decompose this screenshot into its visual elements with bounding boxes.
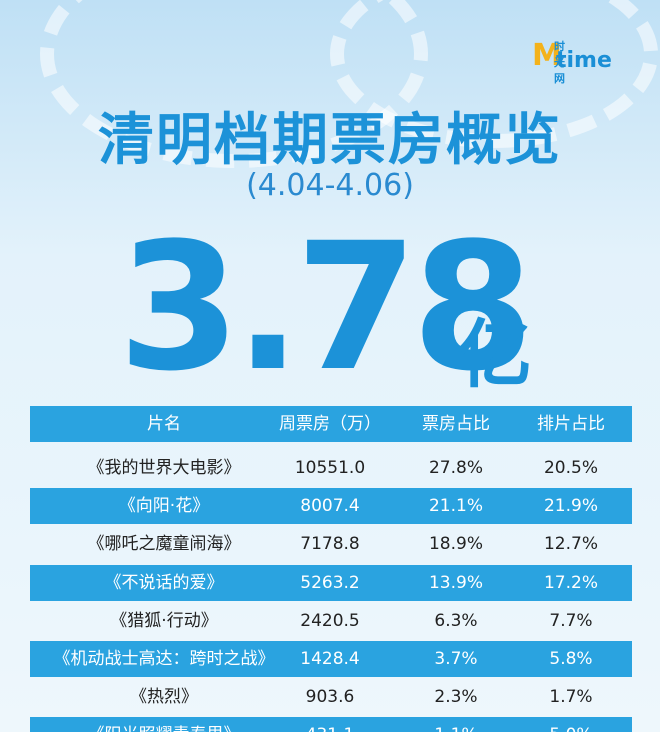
table-row: 《机动战士高达：跨时之战》 1428.4 3.7% 5.8% bbox=[30, 641, 632, 677]
table-cell: 1428.4 bbox=[300, 649, 360, 669]
table-cell: 《机动战士高达：跨时之战》 bbox=[53, 649, 275, 669]
table-cell: 2.3% bbox=[434, 687, 478, 708]
table-row: 《哪吒之魔童闹海》 7178.8 18.9% 12.7% bbox=[30, 526, 632, 562]
table-cell: 《不说话的爱》 bbox=[104, 572, 224, 593]
total: 3.78 bbox=[118, 205, 534, 410]
table-cell: 21.1% bbox=[428, 496, 483, 517]
table-cell: 票房占比 bbox=[422, 414, 490, 434]
table-cell: 20.5% bbox=[543, 458, 598, 478]
table-cell: 17.2% bbox=[543, 572, 598, 593]
table-cell: 8007.4 bbox=[300, 496, 360, 517]
table-cell: 27.8% bbox=[428, 458, 483, 478]
logo-cn: 时光网 bbox=[554, 40, 565, 85]
table-cell: 7.7% bbox=[549, 610, 593, 631]
subtitle: (4.04-4.06) bbox=[246, 168, 414, 203]
title: 清明档期票房概览 bbox=[98, 108, 562, 173]
logo-mark: M bbox=[532, 38, 562, 73]
table-cell: 2420.5 bbox=[300, 610, 360, 631]
table-cell: 《热烈》 bbox=[130, 687, 198, 708]
table-cell: 排片占比 bbox=[537, 414, 605, 434]
table-cell: 《哪吒之魔童闹海》 bbox=[87, 534, 241, 555]
table-row: 《我的世界大电影》 10551.0 27.8% 20.5% bbox=[30, 450, 632, 486]
table-cell: 片名 bbox=[147, 414, 181, 434]
table-cell: 18.9% bbox=[428, 534, 483, 555]
table-cell: 1.7% bbox=[549, 687, 593, 708]
table-cell: 12.7% bbox=[543, 534, 598, 555]
table-cell: 《猎狐·行动》 bbox=[110, 610, 218, 631]
table-row: 片名 周票房（万） 票房占比 排片占比 bbox=[30, 406, 632, 442]
table-cell: 《我的世界大电影》 bbox=[87, 458, 241, 478]
table-cell: 6.3% bbox=[434, 610, 478, 631]
table-cell: 10551.0 bbox=[294, 458, 366, 478]
table-cell: 7178.8 bbox=[300, 534, 360, 555]
unit: 亿 bbox=[458, 312, 532, 398]
table-cell: 1.1% bbox=[392, 717, 520, 732]
table-row: 《阳光照耀青春里》431.11.1%5.0% bbox=[30, 717, 632, 732]
table-cell: 21.9% bbox=[543, 496, 598, 517]
table-row: 《向阳·花》 8007.4 21.1% 21.9% bbox=[30, 488, 632, 525]
table-cell: 431.1 bbox=[252, 717, 408, 732]
table-cell: 周票房（万） bbox=[279, 414, 381, 434]
table-cell: 《向阳·花》 bbox=[118, 496, 210, 517]
table-cell: 3.7% bbox=[434, 649, 478, 669]
table-cell: 5.0% bbox=[510, 717, 632, 732]
logo-en: time bbox=[556, 48, 612, 73]
table-row: 《猎狐·行动》 2420.5 6.3% 7.7% bbox=[30, 603, 632, 639]
table-cell: 13.9% bbox=[428, 572, 483, 593]
table-cell: 《阳光照耀青春里》 bbox=[30, 717, 298, 732]
table-row: 《热烈》 903.6 2.3% 1.7% bbox=[30, 679, 632, 715]
table-cell: 5.8% bbox=[549, 649, 593, 669]
table-row: 《不说话的爱》 5263.2 13.9% 17.2% bbox=[30, 564, 632, 601]
table-cell: 903.6 bbox=[305, 687, 355, 708]
table-cell: 5263.2 bbox=[300, 572, 360, 593]
